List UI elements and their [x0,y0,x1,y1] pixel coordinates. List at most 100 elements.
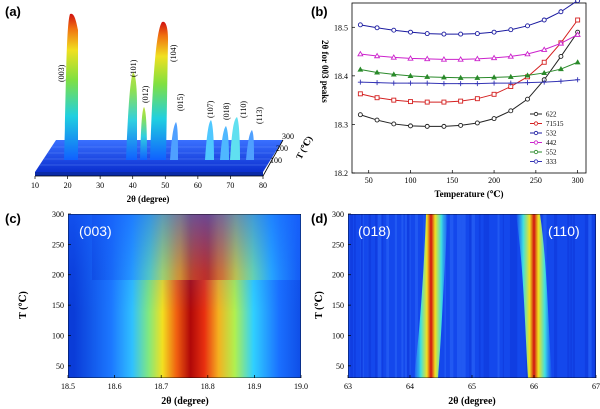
series-point-622 [374,117,380,123]
waterfall-base-edge [35,172,263,176]
legend-label-442: 442 [546,139,557,147]
noise-stripe [511,214,515,378]
noise-stripe [415,214,418,378]
series-line-71515 [360,19,579,103]
noise-stripe [401,214,404,378]
panel-b-xtick-label: 150 [446,176,458,185]
series-point-442 [557,40,565,46]
legend-label-71515: 71515 [546,120,564,128]
peak-012 [140,107,147,160]
series-point-442 [407,55,414,61]
peak-110 [230,117,240,160]
panel-c-ylabel: T (℃) [18,291,29,319]
panel-d-xtick-label: 64 [406,382,414,391]
panel-d-ticks: 63 64 65 66 67 50 100 150 200 250 300 [332,210,600,391]
noise-stripe [458,214,462,378]
series-point-333 [491,80,497,86]
panel-b-ticks: 50 100 150 200 250 300 18.2 18.3 18.4 18.5 [334,23,584,185]
noise-stripe [572,214,576,378]
noise-stripe [381,214,384,378]
hkl-101: (101) [129,59,138,77]
panel-b-xtick-label: 250 [530,176,542,185]
panel-a-label: (a) [5,4,21,19]
series-point-622 [458,122,464,128]
panel-a-xtick-label: 20 [64,181,72,190]
panel-d-ytick-label: 100 [332,331,344,340]
series-point-71515 [474,96,480,102]
series-point-442 [424,55,431,62]
series-point-333 [558,78,564,84]
panel-c-label: (c) [5,211,21,226]
series-point-622 [474,120,480,126]
series-point-622 [408,123,413,129]
hkl-018: (018) [222,102,231,120]
noise-stripe [353,214,356,378]
noise-stripe [470,214,474,378]
panel-c-xtick-label: 19.0 [294,382,308,391]
noise-stripe [470,214,472,378]
series-point-333 [508,80,514,86]
peak-018 [220,126,229,160]
panel-b-label: (b) [311,4,328,19]
legend-marker-333 [533,159,539,164]
noise-stripe [459,214,461,378]
noise-stripe [377,214,381,378]
noise-stripe [469,214,471,378]
panel-a-xlabel: 2θ (degree) [127,194,170,204]
noise-stripe [509,214,512,378]
panel-a-xtick-label: 80 [259,181,267,190]
noise-stripe [457,214,459,378]
panel-c-heatmap [68,214,301,378]
series-point-552 [574,59,581,65]
panel-d: (d) (018) (110) 63 64 65 66 67 50 100 150 200 250… [311,210,600,407]
panel-d-annotation-018: (018) [358,223,391,239]
series-point-622 [491,116,497,122]
panel-a-t-axis [262,139,284,177]
series-point-71515 [541,59,547,65]
noise-stripe [515,214,518,378]
noise-stripe [457,214,459,378]
noise-stripe [464,214,466,378]
noise-stripe [451,214,454,378]
noise-stripe [360,214,363,378]
series-point-333 [408,80,413,86]
panel-a-tick-300: 300 [282,132,294,141]
series-point-442 [390,54,397,60]
noise-stripe [511,214,513,378]
noise-stripe [567,214,570,378]
panel-d-xtick-label: 63 [344,382,352,391]
series-point-552 [357,66,364,72]
panel-c-ytick-label: 250 [52,240,64,249]
series-point-333 [458,81,464,87]
panel-a-xtick-label: 40 [129,181,137,190]
series-point-442 [373,52,381,59]
series-point-552 [491,74,497,80]
noise-stripe [368,214,370,378]
series-point-442 [457,56,464,62]
series-point-333 [441,81,447,87]
panel-a-tick-100: 100 [270,156,282,165]
noise-stripe [450,214,453,378]
panel-c-xtick-label: 18.6 [108,382,122,391]
series-line-442 [360,34,578,60]
panel-b-xlabel: Temperature (℃) [434,189,503,199]
series-point-71515 [424,99,430,105]
noise-stripe [360,214,364,378]
noise-stripe [377,214,382,378]
hkl-113: (113) [255,107,264,124]
noise-stripe [367,214,371,378]
series-point-552 [374,69,380,75]
series-point-333 [391,80,397,86]
series-point-532 [374,25,380,31]
series-line-552 [360,61,578,79]
panel-a-xtick-label: 60 [194,181,202,190]
legend-label-532: 532 [546,130,557,138]
series-point-552 [390,71,397,77]
hkl-015: (015) [176,93,185,111]
noise-stripe [592,214,595,378]
noise-stripe [457,214,459,378]
panel-a-xtick-label: 50 [161,181,169,190]
panel-d-xtick-label: 65 [468,382,476,391]
series-point-442 [541,46,548,52]
